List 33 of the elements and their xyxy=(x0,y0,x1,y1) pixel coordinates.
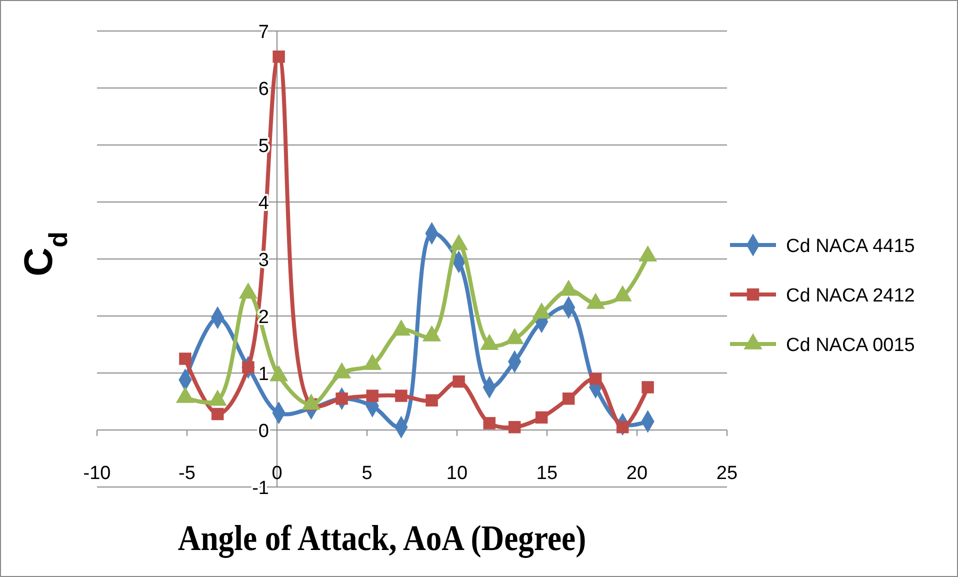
y-tick-label: 7 xyxy=(258,22,269,43)
point xyxy=(452,375,465,388)
point xyxy=(483,417,496,430)
y-tick-label: -1 xyxy=(252,478,269,499)
point xyxy=(426,394,438,406)
legend-label: Cd NACA 0015 xyxy=(786,335,915,356)
x-tick-label: 15 xyxy=(536,463,558,484)
point xyxy=(642,381,654,394)
x-axis-title: Angle of Attack, AoA (Degree) xyxy=(178,519,586,558)
point xyxy=(535,411,548,424)
x-tick-label: -10 xyxy=(83,463,111,484)
y-tick-label: 3 xyxy=(258,250,269,271)
point xyxy=(211,408,224,420)
point xyxy=(562,392,575,405)
point xyxy=(395,390,408,402)
legend-label: Cd NACA 2412 xyxy=(786,286,915,306)
x-tick-label: 20 xyxy=(626,463,648,484)
x-tick-label: 5 xyxy=(362,463,372,484)
point xyxy=(616,421,629,434)
point xyxy=(366,390,379,402)
legend-label: Cd NACA 4415 xyxy=(786,236,915,257)
point xyxy=(508,421,521,434)
point xyxy=(589,372,602,385)
y-tick-label: 1 xyxy=(258,364,269,385)
y-tick-label: 0 xyxy=(258,421,269,442)
x-tick-label: 10 xyxy=(446,463,468,484)
point xyxy=(336,392,348,405)
x-tick-label: 25 xyxy=(716,463,738,484)
x-tick-label: -5 xyxy=(178,463,196,484)
x-tick-label: 0 xyxy=(272,463,282,484)
y-tick-label: 6 xyxy=(258,79,269,100)
point xyxy=(179,352,192,365)
point xyxy=(272,50,285,63)
